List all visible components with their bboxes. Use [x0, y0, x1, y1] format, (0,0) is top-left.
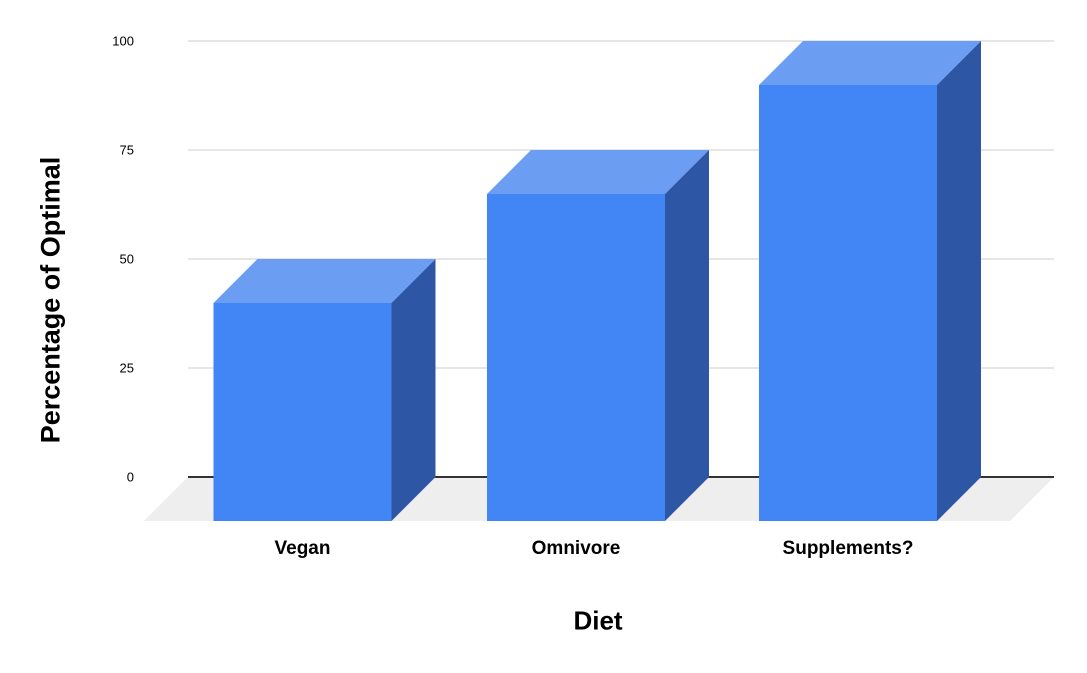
bar-omnivore-front-face — [487, 194, 665, 521]
bar-vegan-side-face — [391, 259, 436, 521]
bar-omnivore-top-face — [487, 150, 709, 194]
y-tick-label: 25 — [120, 361, 134, 376]
category-label: Supplements? — [783, 538, 914, 559]
y-tick-label: 75 — [120, 143, 134, 158]
bar-omnivore-side-face — [665, 150, 709, 521]
bar-supplements-side-face — [937, 41, 981, 521]
x-axis-title: Diet — [573, 605, 623, 636]
y-tick-label: 100 — [112, 34, 134, 49]
y-tick-label: 0 — [127, 470, 134, 485]
bar-supplements-top-face — [759, 41, 981, 85]
bar-vegan-front-face — [213, 303, 392, 521]
y-axis-title: Percentage of Optimal — [35, 156, 66, 444]
category-label: Vegan — [275, 538, 331, 559]
bar-supplements-front-face — [759, 85, 937, 521]
bar-vegan-top-face — [213, 259, 436, 303]
category-label: Omnivore — [532, 538, 621, 559]
y-tick-label: 50 — [120, 252, 134, 267]
